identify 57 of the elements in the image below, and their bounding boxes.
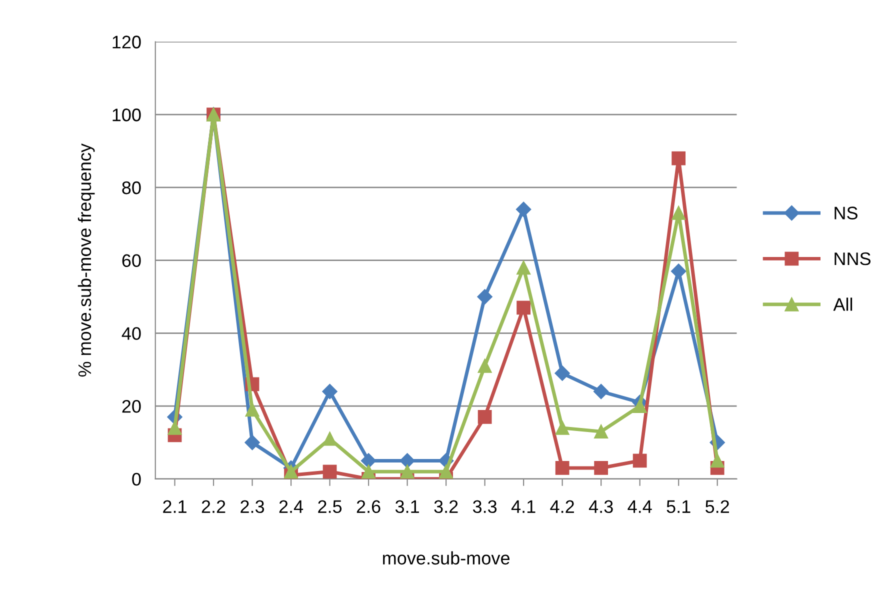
point [671, 264, 686, 279]
point [672, 206, 686, 220]
y-tick-label: 80 [122, 181, 141, 194]
point [478, 359, 492, 373]
x-axis-title: move.sub-move [383, 551, 510, 565]
point [632, 454, 647, 468]
y-tick-label: 40 [122, 327, 141, 340]
point [168, 420, 182, 435]
point [554, 366, 570, 381]
point [284, 464, 298, 479]
point [439, 464, 453, 479]
x-tick-label: 2.4 [279, 500, 304, 513]
point [360, 453, 376, 468]
point [594, 384, 609, 400]
legend-label: NNS [834, 252, 871, 266]
point [400, 464, 414, 479]
x-tick-label: 2.2 [202, 500, 226, 513]
x-tick-label: 5.2 [706, 500, 729, 514]
point [477, 289, 492, 304]
x-tick-label: 4.4 [628, 500, 652, 513]
y-tick-label: 0 [132, 472, 141, 486]
point [594, 424, 608, 439]
point [632, 399, 647, 414]
point [516, 202, 532, 217]
point [362, 464, 376, 479]
point [245, 402, 260, 417]
point [478, 410, 492, 424]
point [322, 464, 337, 479]
y-tick-label: 120 [112, 36, 141, 48]
x-tick-label: 4.2 [550, 500, 574, 513]
x-tick-label: 5.1 [666, 500, 690, 514]
point [322, 384, 338, 400]
point [710, 454, 724, 468]
point [322, 432, 337, 446]
point [516, 260, 531, 275]
x-tick-label: 2.3 [240, 500, 264, 514]
x-tick-label: 3.1 [395, 500, 419, 514]
x-tick-label: 4.1 [511, 500, 536, 513]
x-tick-label: 2.5 [318, 500, 342, 514]
y-tick-label: 60 [122, 254, 141, 268]
x-tick-label: 3.2 [434, 500, 458, 514]
point [555, 461, 570, 475]
y-tick-label: 20 [122, 400, 141, 413]
point [594, 461, 608, 475]
legend-label: All [833, 298, 852, 311]
point [555, 420, 570, 435]
point [672, 151, 686, 166]
point [516, 300, 531, 315]
x-tick-label: 2.1 [163, 500, 186, 513]
x-tick-label: 3.3 [472, 500, 497, 514]
y-axis-title: % move.sub-move frequency [78, 143, 95, 377]
point [244, 434, 260, 450]
x-tick-label: 2.6 [356, 500, 380, 514]
point [400, 453, 415, 468]
x-tick-label: 4.3 [588, 500, 613, 514]
y-tick-label: 100 [112, 108, 141, 122]
legend-label: NS [834, 206, 858, 220]
